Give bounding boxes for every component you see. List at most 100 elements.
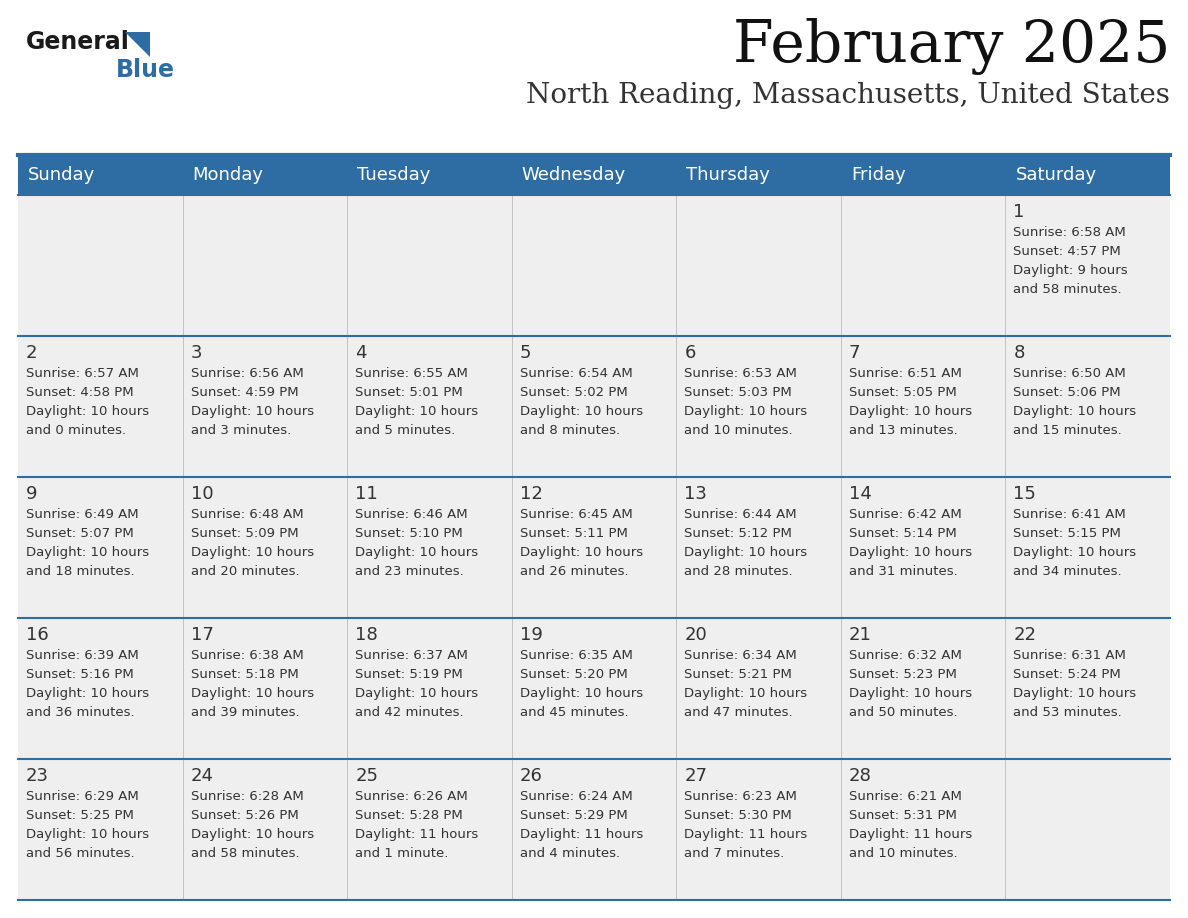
Polygon shape [125, 32, 150, 57]
Text: Daylight: 10 hours: Daylight: 10 hours [684, 687, 808, 700]
Text: Sunset: 4:59 PM: Sunset: 4:59 PM [190, 386, 298, 399]
Text: 15: 15 [1013, 485, 1036, 503]
Text: and 10 minutes.: and 10 minutes. [684, 424, 792, 437]
Text: Daylight: 10 hours: Daylight: 10 hours [684, 546, 808, 559]
Bar [183, 195, 347, 336]
Text: 25: 25 [355, 767, 378, 785]
Text: Daylight: 11 hours: Daylight: 11 hours [355, 828, 479, 841]
Text: Sunset: 5:21 PM: Sunset: 5:21 PM [684, 668, 792, 681]
Text: Daylight: 10 hours: Daylight: 10 hours [1013, 546, 1137, 559]
Text: Sunset: 5:26 PM: Sunset: 5:26 PM [190, 809, 298, 822]
Text: Blue: Blue [116, 58, 175, 82]
Bar [1005, 336, 1170, 477]
Bar [676, 336, 841, 477]
Text: Daylight: 10 hours: Daylight: 10 hours [355, 687, 479, 700]
Text: Sunset: 5:01 PM: Sunset: 5:01 PM [355, 386, 463, 399]
Text: Sunset: 5:20 PM: Sunset: 5:20 PM [519, 668, 627, 681]
Text: Sunday: Sunday [29, 166, 95, 184]
Text: Sunrise: 6:46 AM: Sunrise: 6:46 AM [355, 508, 468, 521]
Text: Sunset: 5:09 PM: Sunset: 5:09 PM [190, 527, 298, 540]
Text: Daylight: 10 hours: Daylight: 10 hours [1013, 405, 1137, 418]
Text: and 8 minutes.: and 8 minutes. [519, 424, 620, 437]
Bar [841, 477, 1005, 618]
Text: 11: 11 [355, 485, 378, 503]
Bar [676, 759, 841, 900]
Bar [18, 477, 183, 618]
Text: 19: 19 [519, 626, 543, 644]
Text: Daylight: 11 hours: Daylight: 11 hours [849, 828, 972, 841]
Bar [841, 336, 1005, 477]
Text: Tuesday: Tuesday [358, 166, 430, 184]
Bar [841, 759, 1005, 900]
Text: and 15 minutes.: and 15 minutes. [1013, 424, 1123, 437]
Text: Sunrise: 6:54 AM: Sunrise: 6:54 AM [519, 367, 632, 380]
Bar [1005, 618, 1170, 759]
Text: 26: 26 [519, 767, 543, 785]
Text: Daylight: 10 hours: Daylight: 10 hours [190, 687, 314, 700]
Bar [841, 618, 1005, 759]
Text: 20: 20 [684, 626, 707, 644]
Text: Sunset: 5:06 PM: Sunset: 5:06 PM [1013, 386, 1121, 399]
Text: Daylight: 10 hours: Daylight: 10 hours [849, 546, 972, 559]
Text: and 18 minutes.: and 18 minutes. [26, 565, 134, 578]
Text: Sunrise: 6:23 AM: Sunrise: 6:23 AM [684, 790, 797, 803]
Text: Sunset: 5:10 PM: Sunset: 5:10 PM [355, 527, 463, 540]
Bar [18, 759, 183, 900]
Text: Sunrise: 6:56 AM: Sunrise: 6:56 AM [190, 367, 303, 380]
Text: Daylight: 10 hours: Daylight: 10 hours [190, 546, 314, 559]
Text: Sunrise: 6:58 AM: Sunrise: 6:58 AM [1013, 226, 1126, 239]
Text: Daylight: 10 hours: Daylight: 10 hours [684, 405, 808, 418]
Text: Sunrise: 6:32 AM: Sunrise: 6:32 AM [849, 649, 962, 662]
Text: and 7 minutes.: and 7 minutes. [684, 847, 784, 860]
Text: Daylight: 11 hours: Daylight: 11 hours [684, 828, 808, 841]
Text: and 36 minutes.: and 36 minutes. [26, 706, 134, 719]
Text: and 58 minutes.: and 58 minutes. [190, 847, 299, 860]
Text: February 2025: February 2025 [733, 18, 1170, 75]
Text: Sunrise: 6:38 AM: Sunrise: 6:38 AM [190, 649, 303, 662]
Text: Monday: Monday [192, 166, 264, 184]
Text: Daylight: 10 hours: Daylight: 10 hours [519, 687, 643, 700]
Text: and 50 minutes.: and 50 minutes. [849, 706, 958, 719]
Text: Sunrise: 6:42 AM: Sunrise: 6:42 AM [849, 508, 961, 521]
Text: 8: 8 [1013, 344, 1025, 362]
Bar [347, 618, 512, 759]
Text: and 5 minutes.: and 5 minutes. [355, 424, 455, 437]
Text: Sunset: 5:14 PM: Sunset: 5:14 PM [849, 527, 956, 540]
Text: and 3 minutes.: and 3 minutes. [190, 424, 291, 437]
Text: Daylight: 10 hours: Daylight: 10 hours [1013, 687, 1137, 700]
Text: 10: 10 [190, 485, 213, 503]
Bar [676, 477, 841, 618]
Bar [1005, 759, 1170, 900]
Text: and 47 minutes.: and 47 minutes. [684, 706, 792, 719]
Bar [512, 618, 676, 759]
Text: Daylight: 10 hours: Daylight: 10 hours [190, 405, 314, 418]
Bar [347, 195, 512, 336]
Text: Sunrise: 6:51 AM: Sunrise: 6:51 AM [849, 367, 962, 380]
Text: 23: 23 [26, 767, 49, 785]
Text: Sunset: 5:30 PM: Sunset: 5:30 PM [684, 809, 792, 822]
Bar [183, 477, 347, 618]
Text: Sunrise: 6:34 AM: Sunrise: 6:34 AM [684, 649, 797, 662]
Text: Sunrise: 6:37 AM: Sunrise: 6:37 AM [355, 649, 468, 662]
Text: Sunrise: 6:39 AM: Sunrise: 6:39 AM [26, 649, 139, 662]
Text: 7: 7 [849, 344, 860, 362]
Text: 6: 6 [684, 344, 696, 362]
Text: Sunset: 5:15 PM: Sunset: 5:15 PM [1013, 527, 1121, 540]
Text: and 39 minutes.: and 39 minutes. [190, 706, 299, 719]
Text: Daylight: 11 hours: Daylight: 11 hours [519, 828, 643, 841]
Bar [18, 336, 183, 477]
Text: Friday: Friday [851, 166, 905, 184]
Text: Sunset: 5:18 PM: Sunset: 5:18 PM [190, 668, 298, 681]
Text: and 1 minute.: and 1 minute. [355, 847, 449, 860]
Text: Sunrise: 6:48 AM: Sunrise: 6:48 AM [190, 508, 303, 521]
Text: 9: 9 [26, 485, 38, 503]
Text: Sunset: 5:23 PM: Sunset: 5:23 PM [849, 668, 956, 681]
Text: Daylight: 10 hours: Daylight: 10 hours [355, 546, 479, 559]
Bar [183, 759, 347, 900]
Text: and 34 minutes.: and 34 minutes. [1013, 565, 1121, 578]
Bar [347, 759, 512, 900]
Text: 24: 24 [190, 767, 214, 785]
Text: Sunset: 5:11 PM: Sunset: 5:11 PM [519, 527, 627, 540]
Text: North Reading, Massachusetts, United States: North Reading, Massachusetts, United Sta… [526, 82, 1170, 109]
Text: 1: 1 [1013, 203, 1025, 221]
